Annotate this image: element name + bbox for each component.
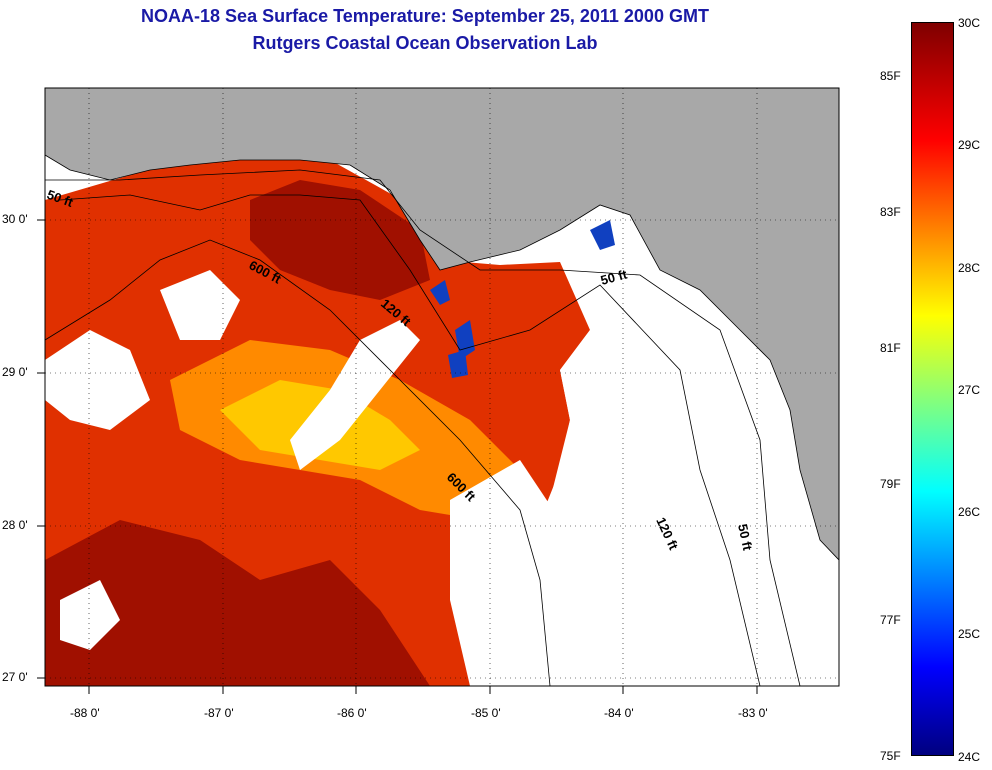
lat-tick-label: 28 0' [2,518,28,532]
colorbar-fahrenheit-label: 83F [880,205,901,219]
colorbar-celsius-label: 30C [958,16,981,30]
colorbar-fahrenheit-label: 79F [880,477,901,491]
cloud-patch-5 [60,580,120,650]
cloud-patch-4 [450,460,560,686]
colorbar-fahrenheit-label: 75F [880,749,901,763]
colorbar-celsius-label: 24C [958,750,981,764]
contour-50ft [45,169,801,686]
sst-hot-south [45,520,430,686]
lon-tick-label: -84 0' [604,706,634,720]
lon-tick-label: -85 0' [471,706,501,720]
colorbar-celsius-label: 29C [958,138,981,152]
cloud-patch-2 [45,330,150,430]
cloud-patch-3 [160,270,240,340]
chart-title: NOAA-18 Sea Surface Temperature: Septemb… [141,6,709,26]
lat-tick-label: 29 0' [2,365,28,379]
colorbar-fahrenheit-label: 81F [880,341,901,355]
sst-cold-pixels [430,220,615,378]
lon-tick-label: -83 0' [738,706,768,720]
lon-tick-label: -88 0' [70,706,100,720]
contour-120ft [59,194,761,686]
lon-tick-label: -86 0' [337,706,367,720]
colorbar-celsius-label: 25C [958,627,981,641]
cloud-patch-1 [290,320,420,470]
colorbar-fahrenheit-label: 77F [880,613,901,627]
colorbar-celsius-label: 27C [958,383,981,397]
map-frame [44,87,840,687]
colorbar-celsius-label: 28C [958,261,981,275]
sst-hot-core [250,180,430,300]
contour-600ft [45,239,551,686]
colorbar-fahrenheit-label: 85F [880,69,901,83]
colorbar-celsius-label: 26C [958,505,981,519]
land-mass [45,88,839,561]
lat-tick-label: 27 0' [2,670,28,684]
chart-subtitle: Rutgers Coastal Ocean Observation Lab [252,33,598,53]
contour-label: 50 ft [599,266,629,288]
axis-ticks [37,219,758,694]
lon-tick-label: -87 0' [204,706,234,720]
temperature-colorbar [911,22,954,756]
lat-tick-label: 30 0' [2,212,28,226]
contour-label: 50 ft [735,523,755,553]
